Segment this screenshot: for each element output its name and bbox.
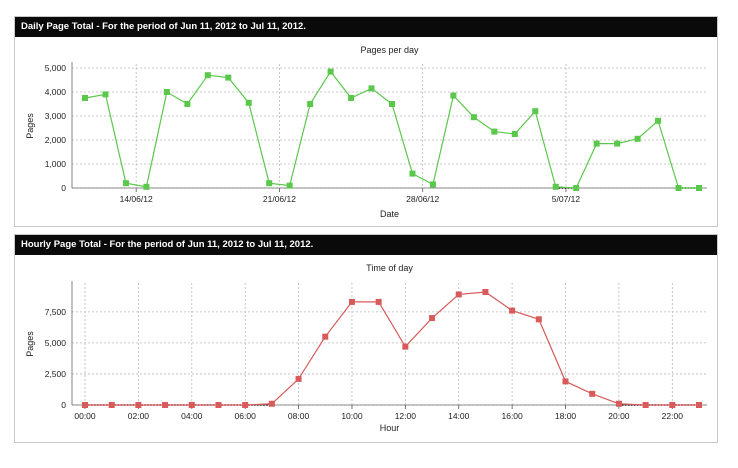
- data-point: [532, 108, 539, 115]
- data-point: [102, 91, 109, 98]
- data-point: [562, 378, 569, 385]
- data-point: [266, 180, 273, 187]
- data-point: [375, 298, 382, 305]
- daily-page-total-panel: Daily Page Total - For the period of Jun…: [14, 16, 718, 227]
- data-point: [470, 114, 477, 121]
- series-line: [84, 70, 699, 189]
- y-axis-label: Pages: [25, 113, 35, 139]
- data-point: [389, 101, 395, 107]
- daily-panel-title: Daily Page Total - For the period of Jun…: [15, 17, 717, 37]
- data-point: [295, 375, 302, 382]
- pages-per-day-chart: 0 1,000 2,000 3,000 4,000 5,000 14/06/12 21/06/…: [25, 45, 707, 219]
- time-of-day-chart: 0 2,500 5,000 7,500 00:00 02:00 04:00 06:00 08:0…: [25, 263, 707, 433]
- y-tick-label: 5,000: [45, 63, 67, 73]
- x-tick-label: 14:00: [448, 411, 470, 421]
- data-point: [511, 131, 518, 137]
- data-point: [614, 140, 621, 147]
- data-point: [322, 333, 329, 340]
- y-tick-label: 2,500: [45, 369, 67, 379]
- hourly-page-total-panel: Hourly Page Total - For the period of Ju…: [14, 234, 718, 443]
- x-tick-label: 21/06/12: [263, 194, 296, 204]
- y-tick-label: 2,000: [45, 135, 67, 145]
- data-point: [455, 291, 462, 298]
- y-tick-label: 4,000: [45, 87, 67, 97]
- data-point: [552, 183, 559, 190]
- data-point: [225, 74, 232, 81]
- x-tick-label: 04:00: [181, 411, 203, 421]
- data-point: [634, 135, 641, 142]
- y-tick-label: 3,000: [45, 111, 67, 121]
- x-tick-label: 16:00: [501, 411, 523, 421]
- data-point: [242, 402, 249, 408]
- data-point: [402, 343, 409, 350]
- data-point: [327, 68, 334, 75]
- data-point: [429, 181, 436, 188]
- x-tick-label: 20:00: [608, 411, 630, 421]
- data-point: [307, 101, 314, 107]
- data-point: [429, 315, 436, 322]
- series-line: [85, 291, 699, 406]
- y-tick-label: 1,000: [45, 159, 67, 169]
- y-tick-label: 5,000: [45, 338, 67, 348]
- data-point: [348, 298, 355, 305]
- x-tick-label: 00:00: [74, 411, 96, 421]
- data-point: [589, 390, 596, 397]
- x-tick-label: 06:00: [235, 411, 257, 421]
- hourly-panel-title: Hourly Page Total - For the period of Ju…: [15, 235, 717, 255]
- data-point: [509, 307, 516, 314]
- data-point: [535, 316, 542, 323]
- x-tick-label: 10:00: [341, 411, 363, 421]
- data-point: [188, 402, 195, 408]
- y-tick-label: 0: [61, 400, 66, 410]
- data-point: [696, 185, 702, 191]
- data-point: [409, 170, 416, 177]
- data-point: [135, 402, 142, 408]
- data-point: [245, 99, 252, 106]
- data-point: [368, 85, 375, 92]
- data-point: [642, 402, 649, 408]
- x-tick-label: 02:00: [128, 411, 150, 421]
- y-axis-label: Pages: [25, 331, 35, 357]
- x-axis-label: Date: [380, 209, 399, 219]
- y-tick-label: 7,500: [45, 307, 67, 317]
- data-point: [450, 92, 457, 99]
- x-tick-label: 5/07/12: [552, 194, 581, 204]
- data-point: [163, 89, 170, 95]
- y-tick-label: 0: [61, 183, 66, 193]
- data-point: [573, 185, 580, 191]
- data-point: [696, 402, 702, 408]
- data-point: [268, 400, 275, 407]
- data-point: [491, 128, 498, 135]
- data-point: [82, 95, 88, 101]
- chart-title: Time of day: [366, 263, 413, 273]
- data-point: [675, 185, 682, 191]
- data-point: [286, 182, 293, 189]
- data-point: [108, 402, 115, 408]
- data-point: [482, 288, 489, 295]
- chart-title: Pages per day: [360, 45, 419, 55]
- data-point: [162, 402, 169, 408]
- data-point: [143, 183, 150, 190]
- data-point: [122, 180, 129, 187]
- x-tick-label: 28/06/12: [406, 194, 439, 204]
- data-point: [669, 402, 676, 408]
- x-tick-label: 14/06/12: [120, 194, 153, 204]
- data-point: [204, 72, 211, 79]
- x-tick-label: 08:00: [288, 411, 310, 421]
- x-tick-label: 22:00: [662, 411, 684, 421]
- data-point: [655, 117, 662, 124]
- data-point: [82, 402, 88, 408]
- data-point: [348, 95, 355, 101]
- x-axis-label: Hour: [380, 423, 400, 433]
- data-point: [593, 140, 600, 147]
- data-point: [184, 101, 191, 107]
- x-tick-label: 18:00: [555, 411, 577, 421]
- data-point: [215, 402, 222, 408]
- data-point: [615, 400, 622, 407]
- x-tick-label: 12:00: [395, 411, 417, 421]
